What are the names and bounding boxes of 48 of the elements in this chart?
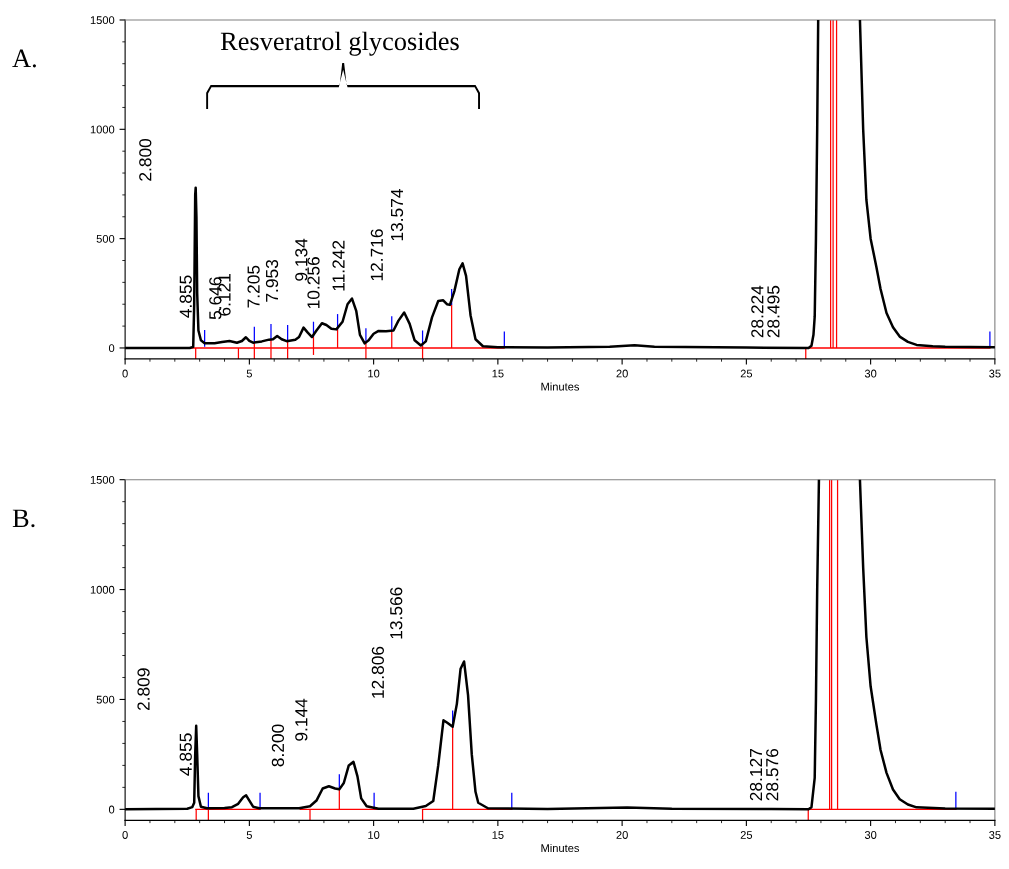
x-tick-label: 10 — [368, 369, 380, 378]
y-tick-label: 0 — [108, 805, 115, 814]
x-tick-label: 0 — [122, 831, 128, 839]
annotation: 4.855 — [179, 733, 192, 776]
x-axis-title: Minutes — [541, 843, 580, 853]
annotation: 10.256 — [307, 257, 320, 309]
y-tick-label: 1000 — [90, 585, 115, 594]
x-tick-label: 0 — [122, 369, 128, 378]
x-tick-label: 20 — [616, 369, 628, 378]
text: A. — [12, 49, 36, 68]
annotation: 12.806 — [371, 646, 385, 698]
x-axis-title: Minutes — [541, 382, 580, 391]
x-tick-label: 30 — [864, 831, 877, 839]
annotation: 2.800 — [139, 138, 152, 181]
annotation: Resveratrol glycosides — [220, 31, 459, 56]
annotation: 7.953 — [265, 259, 279, 302]
annotation: 2.809 — [137, 668, 150, 711]
x-tick-label: 15 — [492, 831, 504, 839]
annotation: 13.566 — [390, 587, 403, 639]
y-tick-label: 500 — [96, 234, 115, 243]
y-tick-label: 1500 — [90, 475, 115, 484]
x-tick-label: 10 — [368, 831, 380, 839]
x-tick-label: 25 — [740, 831, 753, 839]
y-tick-label: 500 — [96, 695, 115, 704]
annotation: 9.144 — [295, 698, 308, 741]
x-tick-label: 15 — [492, 369, 504, 378]
x-tick-label: 5 — [246, 369, 252, 378]
y-tick-label: 1000 — [90, 125, 115, 134]
y-tick-label: 0 — [108, 344, 115, 353]
annotation: 12.716 — [370, 229, 383, 281]
annotation: 13.574 — [390, 189, 404, 241]
annotation: 28.495 — [767, 285, 780, 338]
annotation: 4.855 — [179, 275, 192, 318]
annotation: 11.242 — [332, 240, 345, 291]
annotation: 28.224 — [751, 285, 764, 338]
x-tick-label: 25 — [740, 369, 753, 378]
x-tick-label: 35 — [989, 369, 1001, 378]
annotation: 28.127 — [749, 749, 763, 801]
x-tick-label: 35 — [989, 831, 1001, 839]
y-tick-label: 1500 — [90, 16, 115, 25]
annotation: 8.200 — [271, 724, 285, 767]
x-tick-label: 20 — [616, 831, 628, 839]
x-tick-label: 30 — [864, 369, 877, 378]
text: B. — [12, 509, 35, 528]
annotation: 7.205 — [247, 265, 260, 308]
x-tick-label: 5 — [246, 831, 252, 839]
annotation: 28.576 — [766, 748, 779, 801]
annotation: 9.134 — [295, 238, 308, 281]
